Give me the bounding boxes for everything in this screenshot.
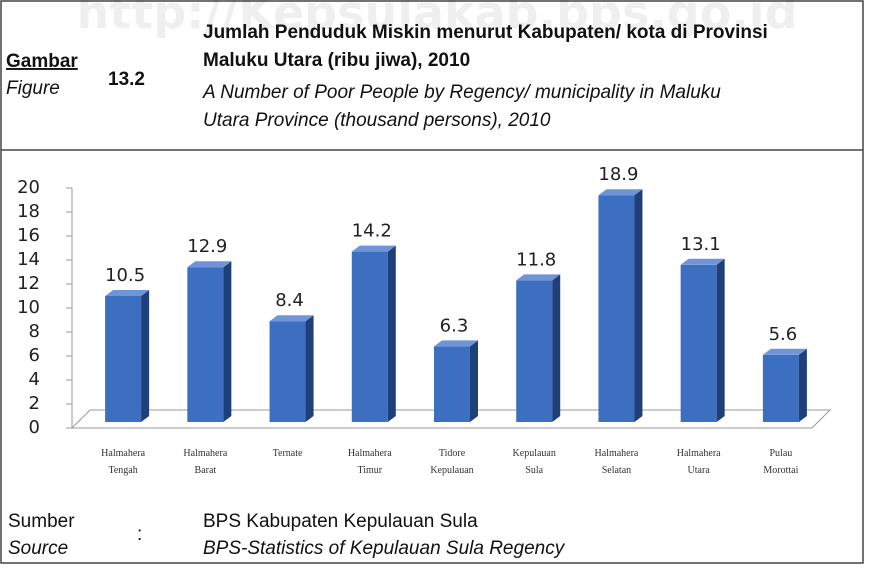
bar-side [141, 290, 150, 422]
value-label: 14.2 [352, 221, 392, 242]
bar-top [598, 189, 643, 196]
title: Maluku Utara (ribu jiwa), 2010 [203, 50, 470, 71]
y-tick-label: 8 [29, 321, 40, 342]
value-label: 8.4 [275, 290, 304, 311]
bar-side [387, 245, 396, 422]
bar-front [269, 321, 306, 422]
bar-front [187, 267, 224, 422]
x-tick-line: Timur [357, 465, 382, 476]
bar-top [434, 340, 478, 347]
bar-front [680, 264, 717, 422]
x-tick-label: Pulau Morottai [763, 448, 798, 476]
bar [680, 258, 725, 422]
x-tick-line: Halmahera [677, 448, 721, 459]
y-tick-label: 14 [17, 249, 40, 270]
bar-side [470, 340, 478, 422]
bar-side [552, 274, 561, 422]
watermark: http://Kepsulakab.bps.go.id [77, 0, 798, 40]
x-tick-label: Kepulauan Sula [513, 448, 556, 476]
bar [598, 189, 643, 422]
y-tick-label: 0 [29, 417, 40, 438]
value-label: 12.9 [187, 236, 227, 257]
bar-top [680, 258, 725, 265]
x-tick-label: Halmahera Utara [677, 448, 721, 476]
bar-side [716, 258, 725, 422]
x-tick-line: Barat [195, 465, 217, 476]
bar [516, 274, 561, 422]
source: BPS Kabupaten Kepulauan Sula [203, 511, 478, 532]
y-tick-label: 6 [29, 345, 40, 366]
x-tick-label: Halmahera Selatan [595, 448, 639, 476]
x-tick-line: Pulau [769, 448, 792, 459]
title: Jumlah Penduduk Miskin menurut Kabupaten… [203, 22, 768, 43]
y-tick-label: 4 [29, 369, 40, 390]
bar-top [351, 245, 396, 252]
x-tick-line: Utara [688, 465, 711, 476]
subtitle: A Number of Poor People by Regency/ muni… [202, 82, 721, 103]
x-tick-line: Ternate [273, 448, 303, 459]
y-tick-label: 18 [17, 201, 40, 222]
y-tick-label: 16 [17, 225, 40, 246]
bar-side [798, 348, 807, 422]
x-tick-line: Tidore [439, 448, 466, 459]
x-tick-label: Halmahera Barat [183, 448, 227, 476]
x-tick-line: Halmahera [348, 448, 392, 459]
bar-side [305, 315, 314, 422]
x-tick-line: Sula [525, 465, 543, 476]
value-label: 13.1 [681, 234, 721, 255]
bar-front [434, 346, 470, 422]
x-tick-line: Halmahera [595, 448, 639, 459]
bar [105, 290, 150, 422]
y-tick-label: 20 [17, 177, 40, 198]
bar [187, 261, 232, 422]
value-label: 10.5 [105, 265, 145, 286]
figure-number: 13.2 [108, 69, 145, 90]
subtitle: Utara Province (thousand persons), 2010 [203, 110, 551, 131]
bar-front [598, 195, 635, 422]
figure-label-en: Figure [6, 78, 60, 99]
bar-side [634, 189, 643, 422]
source-label: Sumber [8, 511, 75, 532]
bar [351, 245, 396, 422]
bar-top [269, 315, 314, 322]
x-tick-line: Kepulauan [430, 465, 473, 476]
y-tick-label: 12 [17, 273, 40, 294]
x-tick-line: Halmahera [183, 448, 227, 459]
source-separator: : [137, 524, 142, 545]
bar [269, 315, 314, 422]
source-label-en: Source [8, 538, 68, 559]
value-label: 5.6 [769, 324, 798, 345]
y-tick-label: 2 [29, 393, 40, 414]
bar-front [351, 251, 388, 422]
bar-front [105, 296, 142, 422]
bar-top [762, 348, 807, 355]
x-tick-line: Morottai [763, 465, 798, 476]
bar-front [762, 354, 799, 422]
bar-top [516, 274, 561, 281]
x-tick-line: Halmahera [101, 448, 145, 459]
x-tick-label: Halmahera Tengah [101, 448, 145, 476]
bar-top [105, 290, 150, 296]
x-tick-line: Tengah [108, 465, 137, 476]
bar-side [223, 261, 232, 422]
bar [434, 340, 478, 422]
value-label: 11.8 [516, 249, 556, 270]
x-tick-line: Kepulauan [513, 448, 556, 459]
source-en: BPS-Statistics of Kepulauan Sula Regency [203, 538, 566, 559]
bar [762, 348, 807, 422]
value-label: 18.9 [598, 164, 638, 185]
x-tick-line: Selatan [602, 465, 631, 476]
figure-label: Gambar [6, 51, 78, 72]
x-tick-label: Ternate [273, 448, 303, 459]
x-tick-label: Tidore Kepulauan [430, 448, 473, 476]
value-label: 6.3 [440, 315, 469, 336]
bar-top [187, 261, 232, 268]
bar-front [516, 280, 553, 422]
x-tick-label: Halmahera Timur [348, 448, 392, 476]
y-tick-label: 10 [17, 297, 40, 318]
